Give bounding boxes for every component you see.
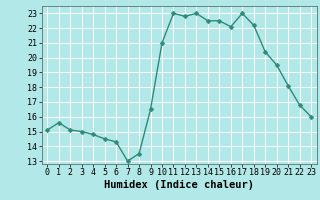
X-axis label: Humidex (Indice chaleur): Humidex (Indice chaleur): [104, 180, 254, 190]
